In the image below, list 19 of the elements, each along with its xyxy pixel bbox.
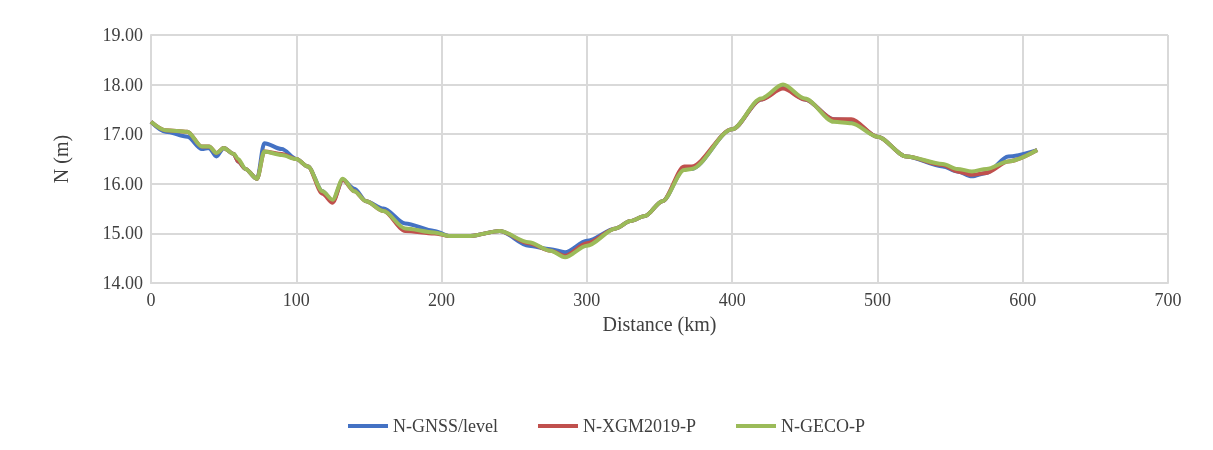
y-axis-title: N (m) (50, 134, 73, 184)
x-tick-label: 500 (863, 290, 891, 310)
x-tick-label: 300 (573, 290, 601, 310)
x-tick-label: 100 (282, 290, 310, 310)
y-tick-label: 19.00 (102, 25, 143, 45)
x-tick-label: 400 (718, 290, 746, 310)
x-axis-title: Distance (km) (602, 312, 717, 336)
y-tick-label: 15.00 (102, 223, 143, 244)
x-tick-label: 600 (1009, 290, 1037, 310)
x-tick-label: 200 (428, 290, 456, 310)
y-tick-label: 17.00 (102, 124, 143, 145)
legend-label: N-GNSS/level (393, 416, 498, 436)
legend-label: N-XGM2019-P (583, 416, 697, 436)
y-tick-label: 18.00 (102, 74, 143, 95)
y-tick-label: 14.00 (102, 273, 143, 293)
x-tick-label: 700 (1154, 290, 1182, 310)
y-tick-label: 16.00 (102, 173, 143, 194)
legend-label: N-GECO-P (781, 416, 865, 436)
x-tick-label: 0 (146, 290, 156, 310)
